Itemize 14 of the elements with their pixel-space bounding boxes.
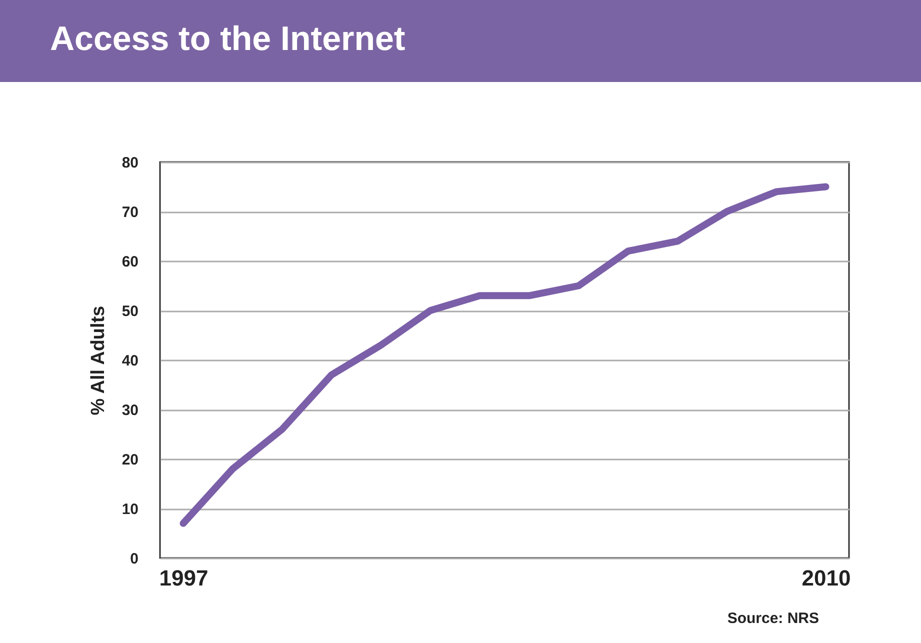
y-tick-label: 70 xyxy=(122,204,138,221)
y-tick-label: 60 xyxy=(122,254,138,270)
y-tick-label: 20 xyxy=(122,452,138,468)
y-tick-label: 80 xyxy=(122,154,138,172)
y-tick-label: 10 xyxy=(122,501,138,518)
y-tick-label: 40 xyxy=(122,352,138,370)
y-tick-label: 50 xyxy=(122,303,138,320)
y-tick-label: 0 xyxy=(130,550,138,568)
source-note: Source: NRS xyxy=(727,610,819,627)
chart-title: Access to the Internet xyxy=(50,20,406,59)
x-tick-label: 1997 xyxy=(159,566,208,590)
x-tick-label: 2010 xyxy=(802,566,851,590)
y-tick-label: 30 xyxy=(122,402,138,419)
y-axis-title: % All Adults xyxy=(88,306,109,416)
